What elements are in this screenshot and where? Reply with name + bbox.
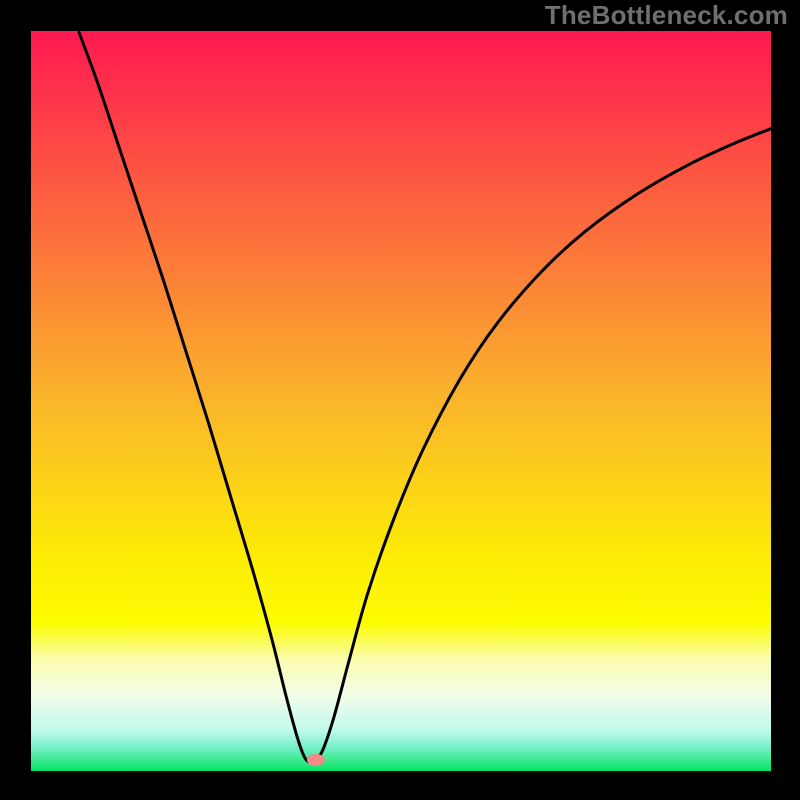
chart-svg: [31, 31, 771, 771]
valley-marker: [307, 754, 325, 766]
plot-area: [31, 31, 771, 771]
gradient-background: [31, 31, 771, 771]
watermark-text: TheBottleneck.com: [545, 0, 788, 31]
